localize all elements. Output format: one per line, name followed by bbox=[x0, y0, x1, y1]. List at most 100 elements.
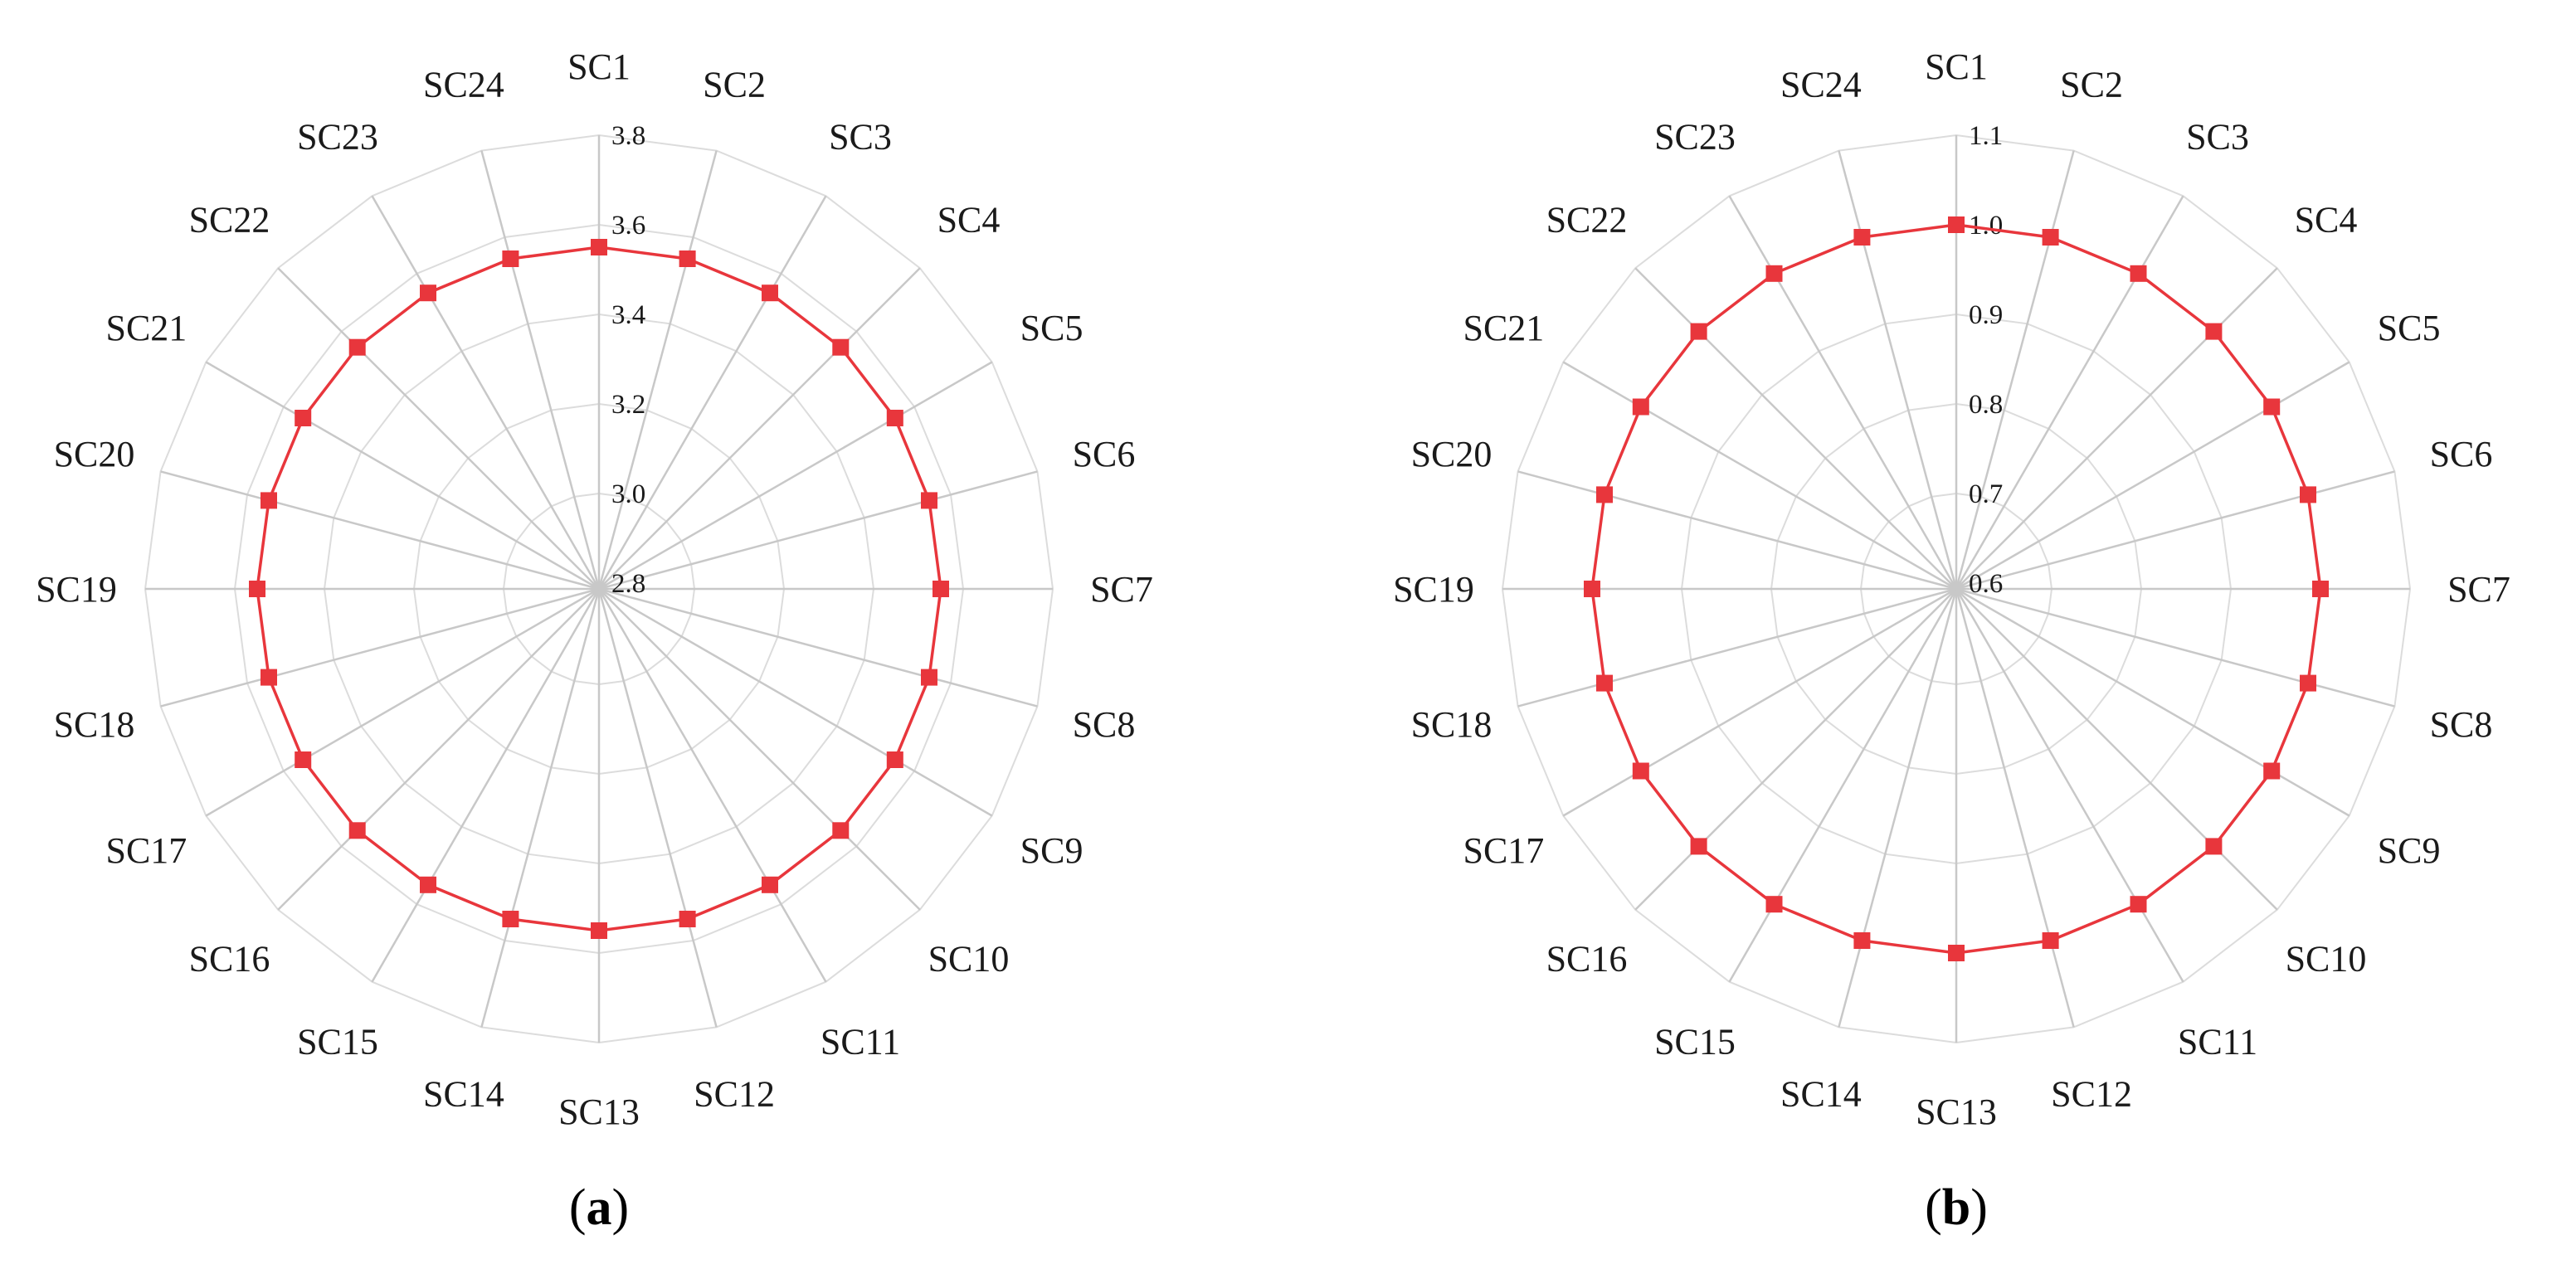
category-label: SC3 bbox=[829, 116, 892, 157]
data-point-marker bbox=[1632, 762, 1649, 780]
data-point-marker bbox=[591, 239, 607, 255]
category-label: SC7 bbox=[1090, 569, 1153, 610]
axis-spoke bbox=[205, 587, 600, 817]
axis-spoke bbox=[1838, 588, 1958, 1028]
axis-spoke bbox=[1955, 361, 2350, 591]
data-point-marker bbox=[502, 250, 519, 267]
axis-spoke bbox=[1728, 195, 1958, 590]
category-label: SC12 bbox=[694, 1074, 775, 1115]
data-point-marker bbox=[420, 876, 436, 893]
data-point-marker bbox=[2205, 838, 2223, 855]
axis-spoke bbox=[1955, 588, 2075, 1028]
axis-spoke bbox=[1955, 267, 2278, 590]
panel-letter: a bbox=[587, 1179, 612, 1236]
category-label: SC4 bbox=[2295, 200, 2358, 241]
data-point-marker bbox=[2205, 323, 2223, 340]
data-point-marker bbox=[1596, 486, 1613, 503]
category-label: SC5 bbox=[1020, 308, 1083, 348]
axis-spoke bbox=[1562, 587, 1957, 817]
tick-label: 0.9 bbox=[1969, 300, 2003, 330]
category-label: SC9 bbox=[2378, 830, 2441, 871]
axis-spoke bbox=[598, 361, 993, 591]
category-label: SC21 bbox=[105, 308, 187, 348]
axis-spoke bbox=[598, 470, 1038, 591]
data-point-marker bbox=[2130, 265, 2147, 282]
tick-label: 3.8 bbox=[611, 121, 645, 151]
data-point-marker bbox=[348, 822, 366, 839]
data-point-marker bbox=[2263, 762, 2281, 780]
category-label: SC11 bbox=[821, 1022, 900, 1063]
category-label: SC15 bbox=[1654, 1022, 1736, 1063]
axis-spoke bbox=[597, 588, 827, 983]
axis-spoke bbox=[480, 588, 601, 1028]
data-point-marker bbox=[295, 410, 312, 426]
data-point-marker bbox=[1948, 945, 1965, 961]
axis-spoke bbox=[277, 588, 600, 911]
data-point-marker bbox=[1584, 581, 1600, 597]
tick-label: 3.4 bbox=[611, 300, 645, 330]
category-label: SC17 bbox=[105, 830, 187, 871]
category-label: SC8 bbox=[1073, 704, 1136, 745]
tick-label: 0.6 bbox=[1969, 569, 2003, 599]
axis-spoke bbox=[598, 587, 993, 817]
data-point-marker bbox=[832, 338, 850, 356]
axis-spoke bbox=[1955, 587, 2395, 708]
category-label: SC8 bbox=[2430, 704, 2493, 745]
axis-spoke bbox=[1634, 267, 1957, 590]
data-point-marker bbox=[886, 410, 903, 426]
category-label: SC20 bbox=[54, 434, 135, 474]
tick-label: 3.0 bbox=[611, 479, 645, 509]
category-label: SC10 bbox=[928, 939, 1010, 980]
data-point-marker bbox=[1632, 398, 1649, 416]
axis-spoke bbox=[1955, 588, 2278, 911]
axis-spoke bbox=[371, 588, 601, 983]
axis-spoke bbox=[160, 587, 600, 708]
category-label: SC5 bbox=[2378, 308, 2441, 348]
data-point-marker bbox=[1948, 216, 1965, 233]
data-point-marker bbox=[933, 581, 949, 597]
axis-spoke bbox=[480, 150, 601, 590]
radar-chart-b: 0.6 0.7 0.8 0.9 1.0 1.1 SC1 SC2 SC3 SC4 SC5 SC6 SC7 S… bbox=[1393, 46, 2510, 1236]
tick-label: 1.1 bbox=[1969, 121, 2003, 151]
axis-spoke bbox=[1838, 150, 1958, 590]
axis-spoke bbox=[277, 267, 600, 590]
axis-spoke bbox=[1634, 588, 1957, 911]
axis-spoke bbox=[1562, 361, 1957, 591]
axis-spoke bbox=[1728, 588, 1958, 983]
category-label: SC12 bbox=[2051, 1074, 2132, 1115]
tick-label: 1.0 bbox=[1969, 211, 2003, 241]
category-label: SC18 bbox=[1411, 704, 1493, 745]
data-point-marker bbox=[1853, 229, 1871, 246]
data-point-marker bbox=[832, 822, 850, 839]
category-label: SC6 bbox=[1073, 434, 1136, 474]
data-point-marker bbox=[420, 284, 436, 302]
category-label: SC19 bbox=[36, 569, 117, 610]
category-label: SC3 bbox=[2186, 116, 2249, 157]
category-label: SC13 bbox=[558, 1092, 640, 1132]
category-label: SC10 bbox=[2286, 939, 2367, 980]
axis-spoke bbox=[598, 267, 921, 590]
category-label: SC24 bbox=[1780, 65, 1862, 105]
data-point-marker bbox=[502, 911, 519, 927]
data-point-marker bbox=[2042, 229, 2059, 246]
category-label: SC4 bbox=[937, 200, 1001, 241]
data-point-marker bbox=[762, 876, 778, 893]
category-label: SC17 bbox=[1463, 830, 1544, 871]
axis-spoke bbox=[1955, 195, 2184, 590]
category-label: SC16 bbox=[1546, 939, 1628, 980]
category-label: SC2 bbox=[2060, 65, 2123, 105]
category-label: SC6 bbox=[2430, 434, 2493, 474]
category-label: SC16 bbox=[189, 939, 270, 980]
axis-spoke bbox=[598, 588, 921, 911]
category-label: SC15 bbox=[297, 1022, 378, 1063]
category-label: SC23 bbox=[297, 116, 378, 157]
data-point-marker bbox=[1596, 674, 1613, 692]
axis-spoke bbox=[598, 587, 1038, 708]
axis-spoke bbox=[597, 195, 827, 590]
axis-spoke bbox=[1955, 587, 2350, 817]
tick-label: 3.6 bbox=[611, 211, 645, 241]
axis-spoke bbox=[205, 361, 600, 591]
data-point-marker bbox=[261, 669, 277, 686]
category-label: SC9 bbox=[1020, 830, 1083, 871]
